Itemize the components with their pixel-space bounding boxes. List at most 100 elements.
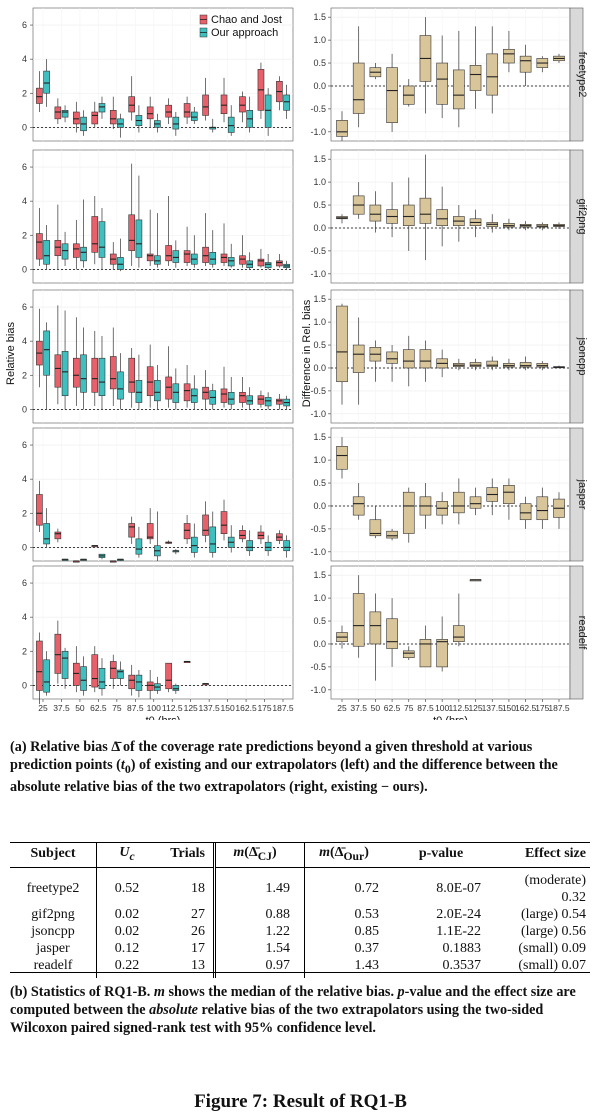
right-x-tick-label: 112.5 [449, 703, 470, 713]
right-y-tick-label: -1.0 [310, 127, 326, 137]
ours-box [172, 549, 180, 555]
diff-box-rect [436, 62, 448, 105]
left-x-tick-label: 162.5 [235, 703, 257, 713]
cell-effect-size: (large) 0.56 [520, 923, 586, 939]
diff-box [369, 593, 382, 681]
chao-box [73, 646, 80, 693]
chao-box [202, 370, 209, 410]
right-y-tick-label: 1.5 [313, 12, 326, 22]
left-x-axis-label: t0 (hrs) [146, 715, 181, 720]
ours-box [172, 368, 180, 410]
diff-box [402, 335, 415, 387]
diff-box [386, 182, 398, 238]
ours-box [172, 683, 180, 694]
chao-box-box [54, 531, 62, 540]
caption-b: (b) Statistics of RQ1-B. m shows the med… [10, 984, 576, 1037]
ours-box-box [172, 250, 180, 263]
ours-box [135, 670, 143, 698]
diff-box [536, 56, 549, 73]
chao-box-box [239, 255, 246, 265]
diff-box [436, 492, 448, 525]
diff-box [352, 575, 365, 658]
right-x-tick-label: 50 [371, 703, 381, 713]
diff-box [469, 579, 482, 582]
diff-box [386, 528, 398, 541]
right-panel-freetype2 [330, 7, 571, 142]
ours-box-box [61, 243, 69, 260]
diff-box-rect [419, 639, 432, 668]
diff-box [352, 26, 365, 128]
ours-box [154, 511, 161, 561]
ours-box [154, 365, 161, 410]
chao-box-box [220, 94, 228, 115]
ours-box [227, 525, 235, 553]
table-row: freetype2 0.52 18 1.49 0.72 8.0E-07 (moderate)… [10, 867, 590, 906]
ours-box [283, 535, 290, 558]
diff-box [469, 26, 482, 109]
right-x-tick-label: 100 [435, 703, 449, 713]
ours-box [98, 553, 106, 560]
chao-box [73, 101, 80, 133]
chao-box-box [54, 633, 62, 674]
left-y-tick-label: 0 [22, 542, 27, 552]
ours-box [154, 213, 161, 268]
cell-trials: 27 [157, 905, 216, 923]
right-panel-jasper [330, 427, 571, 562]
chao-box [36, 207, 43, 266]
facet-strip [569, 565, 584, 700]
diff-box [503, 30, 515, 73]
diff-box [386, 53, 398, 132]
figure-title: Figure 7: Result of RQ1-B [194, 1091, 407, 1112]
chao-box [239, 376, 246, 408]
chao-box-box [128, 674, 136, 690]
right-y-tick-label: 1.0 [313, 455, 326, 465]
ours-box-box [209, 526, 217, 553]
diff-box [486, 26, 499, 114]
cell-uc: 0.22 [114, 957, 140, 973]
cell-p-value: 8.0E-07 [436, 881, 481, 897]
ours-box [172, 240, 180, 268]
ours-box-box [264, 397, 272, 407]
chao-box-box [202, 514, 209, 536]
ours-box-box [227, 392, 235, 405]
diff-box [469, 358, 482, 371]
left-panel-gif2png [32, 149, 294, 284]
chao-box [257, 390, 265, 408]
chao-box-box [146, 681, 154, 691]
chao-box [183, 514, 191, 544]
left-y-tick-label: 6 [22, 302, 27, 312]
chao-box [202, 501, 209, 543]
cell-subject: jsoncpp [10, 922, 97, 940]
chao-box [276, 254, 283, 268]
cell-trials: 26 [157, 922, 216, 940]
chao-box [257, 62, 265, 119]
ours-box-box [80, 354, 87, 393]
cell-m-cj: 1.54 [214, 939, 305, 957]
chao-box-box [165, 104, 172, 118]
ours-box [283, 395, 290, 410]
right-x-tick-label: 87.5 [417, 703, 434, 713]
chao-box [73, 219, 80, 270]
ours-box [135, 526, 143, 558]
chao-box-box [239, 392, 246, 403]
ours-box-box [264, 541, 272, 552]
left-y-tick-label: 4 [22, 474, 27, 484]
chao-box-box [128, 523, 136, 538]
ours-box [190, 106, 198, 124]
diff-box [553, 365, 565, 369]
ours-box-box [209, 252, 217, 265]
chao-box [165, 540, 172, 544]
diff-box [402, 646, 415, 661]
diff-box-rect [352, 496, 365, 516]
right-y-tick-label: 1.5 [313, 570, 326, 580]
facet-strip-label: jasper [576, 479, 588, 510]
chao-box [36, 632, 43, 705]
diff-box-rect [519, 55, 532, 73]
chao-box-box [276, 260, 283, 267]
ours-box [80, 558, 87, 561]
chao-box-box [276, 398, 283, 405]
legend-label-chao: Chao and Jost [211, 14, 282, 26]
left-x-tick-label: 125 [184, 703, 198, 713]
right-y-tick-label: -1.0 [310, 685, 326, 695]
diff-box [419, 17, 432, 114]
